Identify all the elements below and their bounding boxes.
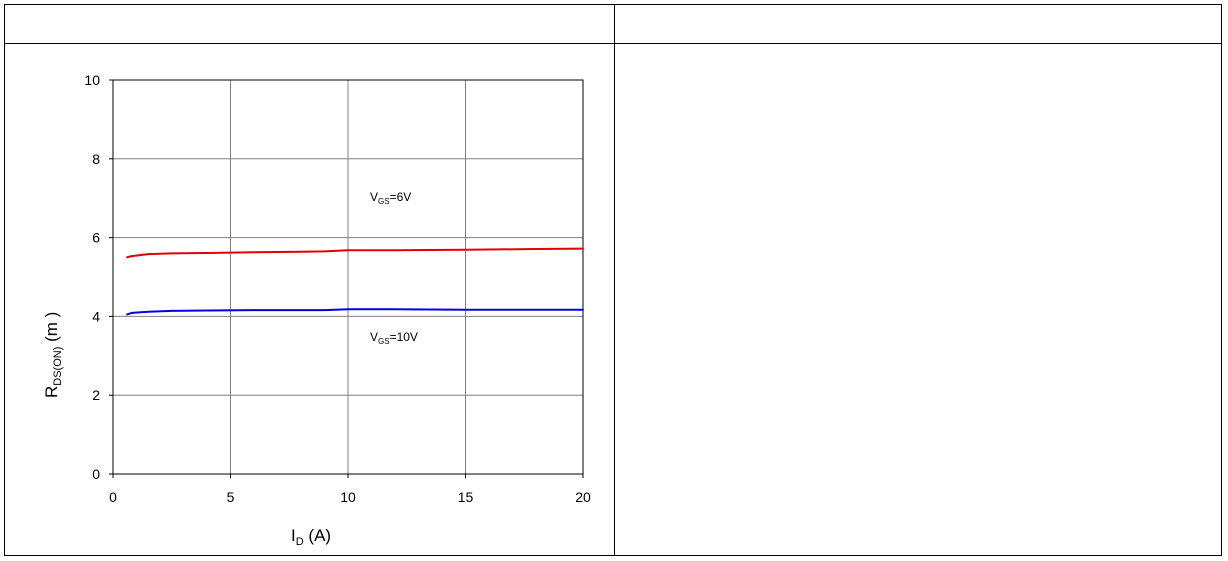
x-tick-labels: 0 5 10 15 20 <box>109 474 591 505</box>
column-divider <box>614 5 615 555</box>
y-tick-label: 10 <box>84 72 100 88</box>
x-tick-label: 0 <box>109 489 117 505</box>
header-divider <box>5 43 1221 44</box>
y-tick-label: 6 <box>92 230 100 246</box>
y-tick-label: 0 <box>92 466 100 482</box>
grid <box>113 80 583 474</box>
y-tick-label: 2 <box>92 387 100 403</box>
table-frame <box>4 4 1222 556</box>
x-tick-label: 20 <box>575 489 591 505</box>
series-line-vgs10 <box>126 308 584 316</box>
x-tick-label: 10 <box>340 489 356 505</box>
y-axis-label: RDS(ON) (m ) <box>42 312 64 398</box>
series-label-vgs10: VGS=10V <box>370 330 418 346</box>
series-lines <box>126 247 584 316</box>
y-tick-label: 8 <box>92 151 100 167</box>
y-tick-labels: 0 2 4 6 8 10 <box>84 72 113 482</box>
series-label-vgs6: VGS=6V <box>370 190 411 206</box>
series-line-vgs6 <box>126 247 584 259</box>
x-tick-label: 5 <box>227 489 235 505</box>
x-axis-label: ID (A) <box>291 526 331 548</box>
x-tick-label: 15 <box>458 489 474 505</box>
y-tick-label: 4 <box>92 308 100 324</box>
